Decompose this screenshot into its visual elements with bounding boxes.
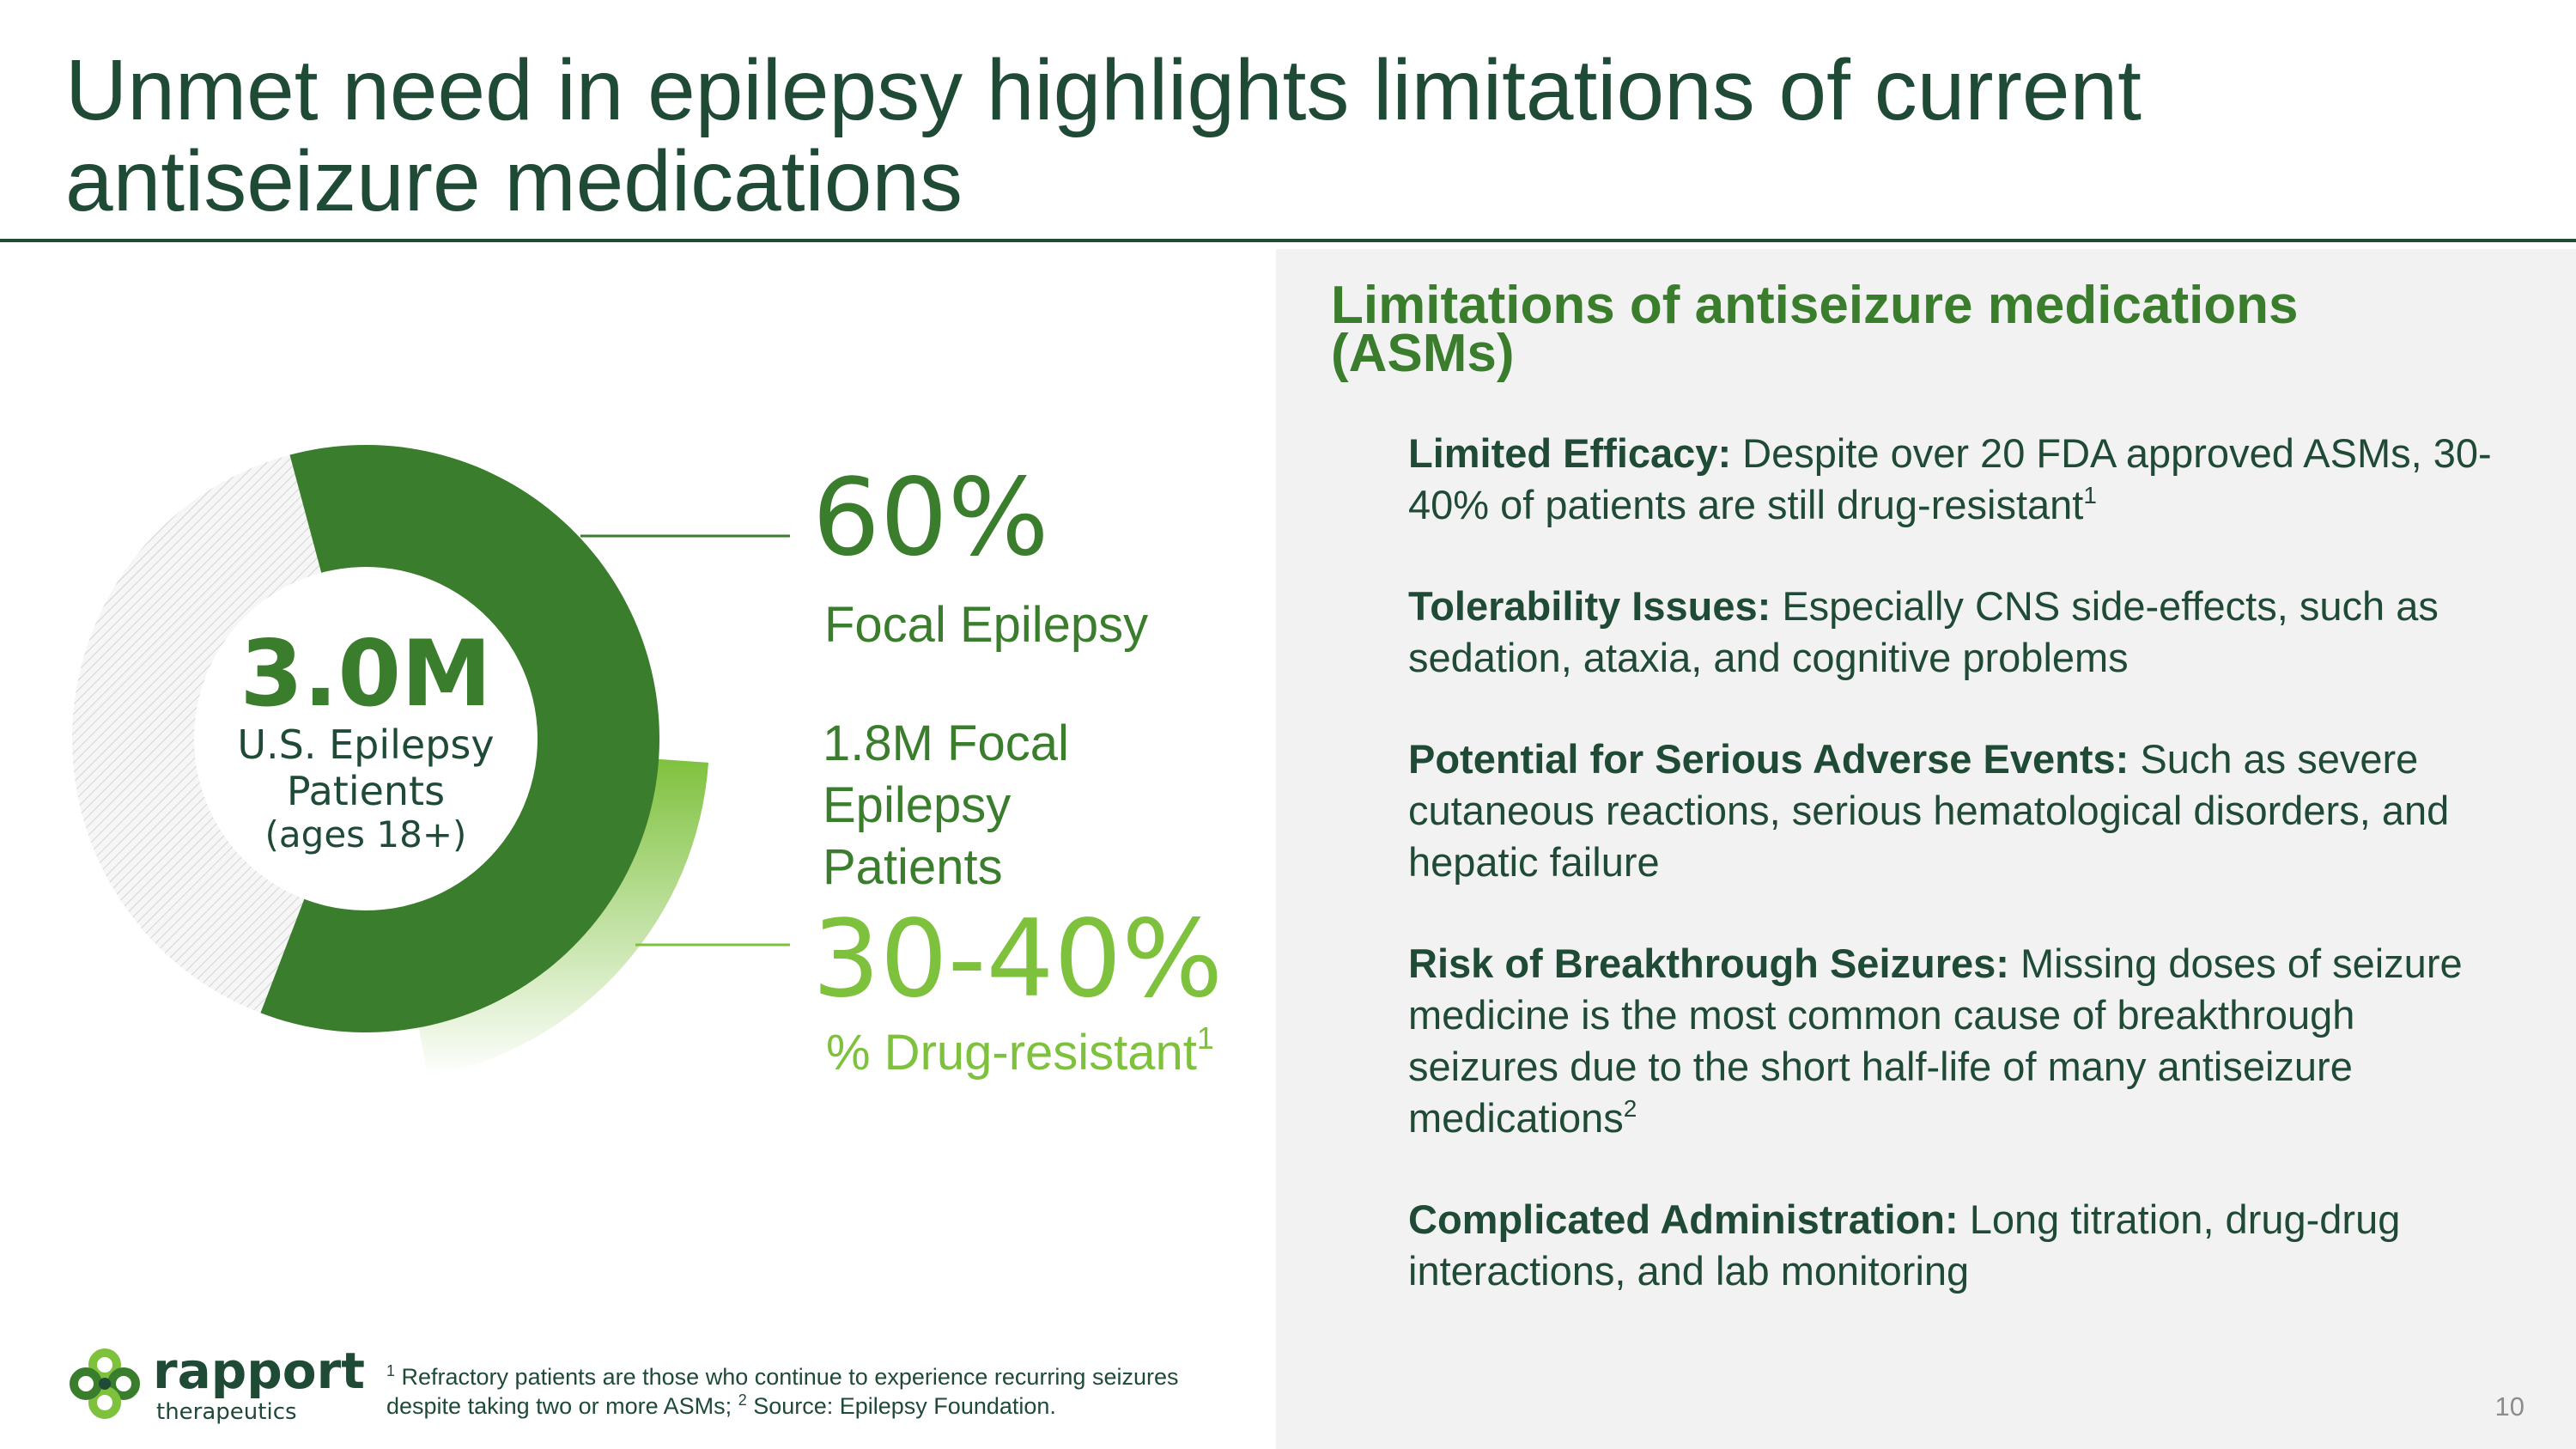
focal-patients-label: 1.8M Focal Epilepsy Patients <box>823 713 1132 898</box>
footnote-marker-1: 1 <box>386 1362 396 1379</box>
epilepsy-donut-chart <box>72 445 790 1077</box>
limitation-footnote-ref: 2 <box>1623 1095 1637 1122</box>
limitation-footnote-ref: 1 <box>2083 482 2097 508</box>
limitation-text: Especially CNS side-effects, such as sed… <box>1408 583 2439 680</box>
limitation-text: Long titration, drug-drug interactions, … <box>1408 1196 2401 1294</box>
focal-patients-line-3: Patients <box>823 839 1003 895</box>
limitation-text: Such as severe cutaneous reactions, seri… <box>1408 736 2450 885</box>
limitation-text: Despite over 20 FDA approved ASMs, 30-40… <box>1408 430 2492 527</box>
limitations-list: Limited Efficacy: Despite over 20 FDA ap… <box>1408 428 2516 1347</box>
limitation-title: Limited Efficacy: <box>1408 430 1732 476</box>
drug-resistant-footnote-ref: 1 <box>1196 1020 1214 1056</box>
limitations-panel <box>1276 249 2576 1449</box>
title-divider <box>0 239 2576 242</box>
footnote-text-1: Refractory patients are those who contin… <box>386 1364 1179 1419</box>
limitation-title: Tolerability Issues: <box>1408 583 1771 629</box>
footnote: 1 Refractory patients are those who cont… <box>386 1362 1245 1421</box>
limitation-item: Potential for Serious Adverse Events: Su… <box>1408 734 2516 888</box>
total-patients-value: 3.0M <box>240 621 492 727</box>
limitations-heading-line-1: Limitations of antiseizure medications <box>1331 276 2299 335</box>
limitation-title: Potential for Serious Adverse Events: <box>1408 736 2129 782</box>
rapport-logo-name: rapport <box>153 1342 365 1400</box>
drug-resistant-label-text: % Drug-resistant <box>826 1025 1197 1081</box>
donut-remaining-segment <box>72 454 322 1014</box>
focal-percentage: 60% <box>812 456 1049 580</box>
total-patients-label-2: Patients <box>286 768 446 814</box>
donut-center-label: 3.0M U.S. Epilepsy Patients (ages 18+) <box>194 627 538 855</box>
rapport-logo: rapport therapeutics <box>70 1342 365 1425</box>
drug-resistant-percentage: 30-40% <box>812 898 1224 1021</box>
rapport-logo-subtitle: therapeutics <box>156 1399 297 1425</box>
focal-patients-line-2: Epilepsy <box>823 777 1012 833</box>
focal-epilepsy-label: Focal Epilepsy <box>824 597 1149 653</box>
total-patients-label-1: U.S. Epilepsy <box>237 721 495 768</box>
limitation-title: Risk of Breakthrough Seizures: <box>1408 941 2009 986</box>
slide-title-line-1: Unmet need in epilepsy highlights limita… <box>65 42 2142 138</box>
rapport-logo-mark-icon <box>70 1349 140 1419</box>
limitation-item: Complicated Administration: Long titrati… <box>1408 1194 2516 1297</box>
limitation-item: Limited Efficacy: Despite over 20 FDA ap… <box>1408 428 2516 531</box>
limitations-heading: Limitations of antiseizure medications (… <box>1331 276 2533 383</box>
limitation-title: Complicated Administration: <box>1408 1196 1959 1242</box>
drug-resistant-label: % Drug-resistant1 <box>826 1022 1214 1084</box>
total-patients-age-note: (ages 18+) <box>264 813 467 855</box>
footnote-text-2: Source: Epilepsy Foundation. <box>746 1393 1056 1419</box>
slide-title-line-2: antiseizure medications <box>65 133 963 229</box>
limitations-heading-line-2: (ASMs) <box>1331 324 1515 383</box>
donut-focal-segment <box>260 445 659 1032</box>
footnote-marker-2: 2 <box>738 1391 747 1409</box>
limitation-item: Tolerability Issues: Especially CNS side… <box>1408 581 2516 684</box>
focal-patients-line-1: 1.8M Focal <box>823 715 1069 771</box>
page-number: 10 <box>2494 1391 2524 1422</box>
limitation-item: Risk of Breakthrough Seizures: Missing d… <box>1408 938 2516 1144</box>
limitation-text: Missing doses of seizure medicine is the… <box>1408 941 2463 1141</box>
slide-title: Unmet need in epilepsy highlights limita… <box>65 45 2384 227</box>
